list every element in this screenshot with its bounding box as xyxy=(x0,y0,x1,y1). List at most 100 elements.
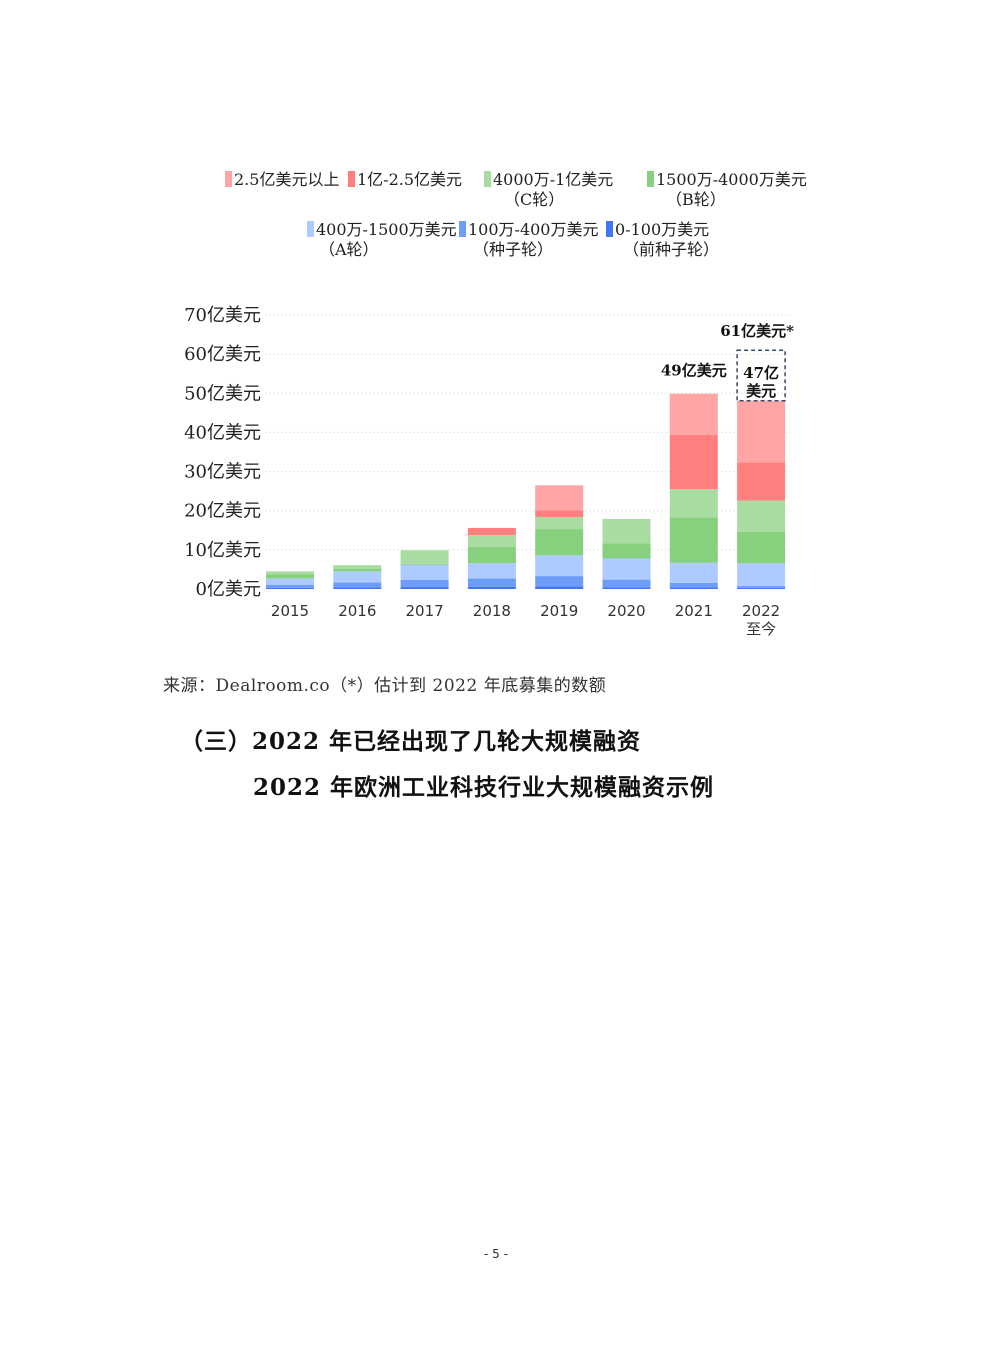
bar-segment xyxy=(669,582,718,588)
legend-swatch xyxy=(225,171,232,187)
legend-item: 4000万-1亿美元 （C轮） xyxy=(484,170,614,209)
bar-segment xyxy=(602,558,651,580)
x-tick-label: 2017 xyxy=(406,602,444,620)
x-tick-label: 2019 xyxy=(540,602,578,620)
bar-segment xyxy=(535,555,584,577)
page-number: - 5 - xyxy=(484,1247,508,1261)
legend-sublabel: （种子轮） xyxy=(473,240,554,259)
bar-segment xyxy=(467,563,516,579)
section-heading: （三）2022 年已经出现了几轮大规模融资 xyxy=(180,728,642,755)
bar-segment xyxy=(400,564,449,580)
bar-segment xyxy=(535,510,584,517)
bar-segment xyxy=(467,586,516,589)
bar-segment xyxy=(737,587,786,589)
legend-swatch xyxy=(459,221,466,237)
legend-swatch xyxy=(606,221,613,237)
bar-segment xyxy=(467,578,516,587)
x-tick-label: 2020 xyxy=(607,602,645,620)
bar-segment xyxy=(400,550,449,564)
bar-segment xyxy=(602,543,651,559)
legend-label: 2.5亿美元以上 xyxy=(234,170,340,189)
y-tick-label: 30亿美元 xyxy=(184,462,261,483)
projected-box xyxy=(736,349,786,402)
x-tick-label: 2022 xyxy=(742,602,780,620)
bar-segment xyxy=(669,434,718,490)
legend-label: 400万-1500万美元 xyxy=(316,220,457,239)
y-tick-label: 20亿美元 xyxy=(184,501,261,522)
legend-item: 100万-400万美元 （种子轮） xyxy=(459,220,599,259)
x-tick-label: 2016 xyxy=(338,602,376,620)
x-tick-sublabel: 至今 xyxy=(746,620,776,638)
y-tick-label: 70亿美元 xyxy=(184,305,261,326)
bar-segment xyxy=(467,534,516,547)
legend-swatch xyxy=(484,171,491,187)
bar-segment xyxy=(737,500,786,532)
bar-segment xyxy=(602,587,651,589)
y-tick-label: 60亿美元 xyxy=(184,344,261,365)
x-tick-label: 2018 xyxy=(473,602,511,620)
bar-segment xyxy=(333,568,382,572)
annotation-2021-total: 49亿美元 xyxy=(661,362,727,380)
bar-segment xyxy=(467,546,516,564)
legend-item: 0-100万美元 （前种子轮） xyxy=(606,220,719,259)
bar-segment xyxy=(333,565,382,569)
bar-segment xyxy=(669,517,718,563)
legend-label: 1500万-4000万美元 xyxy=(656,170,807,189)
bar-segment xyxy=(669,587,718,589)
bar-segment xyxy=(669,393,718,435)
bar-segment xyxy=(467,527,516,535)
bar-segment xyxy=(266,587,314,589)
y-tick-label: 40亿美元 xyxy=(184,422,261,443)
bar-segment xyxy=(266,584,314,588)
legend-label: 100万-400万美元 xyxy=(468,220,599,239)
legend-swatch xyxy=(647,171,654,187)
x-tick-label: 2015 xyxy=(271,602,309,620)
bar-segment xyxy=(737,585,786,588)
bar-segment xyxy=(266,571,314,575)
bar-segment xyxy=(266,578,314,585)
y-tick-label: 50亿美元 xyxy=(184,383,261,404)
legend-item: 2.5亿美元以上 xyxy=(225,170,339,190)
bar-segment xyxy=(400,587,449,589)
bar-segment xyxy=(400,563,449,565)
legend-item: 1500万-4000万美元 （B轮） xyxy=(647,170,807,209)
bar-segment xyxy=(535,516,584,530)
legend-swatch xyxy=(348,171,355,187)
bar-segment xyxy=(669,489,718,518)
legend-label: 4000万-1亿美元 xyxy=(493,170,614,189)
funding-bar-chart: 0亿美元 10亿美元 20亿美元 30亿美元 40亿美元 50亿美元 60亿美元 70亿美元 2… xyxy=(184,305,794,638)
legend-item: 400万-1500万美元 （A轮） xyxy=(307,220,457,259)
y-tick-label: 0亿美元 xyxy=(196,579,261,600)
x-tick-label: 2021 xyxy=(675,602,713,620)
bar-segment xyxy=(535,576,584,587)
bar-segment xyxy=(669,562,718,583)
annotation-2022-current-line2: 美元 xyxy=(746,382,776,400)
legend-label: 0-100万美元 xyxy=(615,220,710,239)
bar-segment xyxy=(602,579,651,588)
legend-sublabel: （B轮） xyxy=(666,190,726,209)
bar-segment xyxy=(535,529,584,556)
annotation-2022-current-line1: 47亿 xyxy=(743,364,779,382)
y-tick-label: 10亿美元 xyxy=(184,540,261,561)
bar-segment xyxy=(737,563,786,586)
bar-segment xyxy=(737,531,786,564)
bar-segment xyxy=(535,586,584,589)
bar-segment xyxy=(602,518,651,544)
source-note: 来源：Dealroom.co（*）估计到 2022 年底募集的数额 xyxy=(163,676,607,696)
bar-segment xyxy=(535,485,584,511)
bar-segment xyxy=(400,579,449,588)
annotation-2022-projected: 61亿美元* xyxy=(720,322,794,340)
bar-segment xyxy=(333,582,382,588)
bar-segment xyxy=(737,462,786,501)
legend-sublabel: （A轮） xyxy=(319,240,379,259)
legend-label: 1亿-2.5亿美元 xyxy=(357,170,463,189)
bar-segment xyxy=(333,571,382,583)
bar-segment xyxy=(266,574,314,579)
legend-sublabel: （C轮） xyxy=(504,190,565,209)
bar-segment xyxy=(737,400,786,463)
legend-swatch xyxy=(307,221,314,237)
sub-heading: 2022 年欧洲工业科技行业大规模融资示例 xyxy=(253,774,715,801)
legend-sublabel: （前种子轮） xyxy=(623,240,720,259)
bar-segment xyxy=(333,587,382,589)
legend-item: 1亿-2.5亿美元 xyxy=(348,170,462,190)
